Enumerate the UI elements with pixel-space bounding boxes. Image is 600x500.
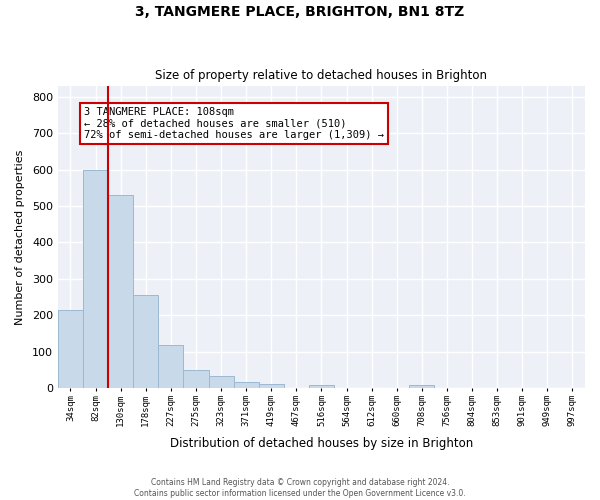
- Bar: [209, 376, 233, 388]
- X-axis label: Distribution of detached houses by size in Brighton: Distribution of detached houses by size …: [170, 437, 473, 450]
- Bar: [58, 310, 83, 388]
- Y-axis label: Number of detached properties: Number of detached properties: [15, 150, 25, 324]
- Text: Contains HM Land Registry data © Crown copyright and database right 2024.
Contai: Contains HM Land Registry data © Crown c…: [134, 478, 466, 498]
- Bar: [233, 382, 259, 388]
- Bar: [309, 385, 334, 388]
- Bar: [259, 384, 284, 388]
- Text: 3 TANGMERE PLACE: 108sqm
← 28% of detached houses are smaller (510)
72% of semi-: 3 TANGMERE PLACE: 108sqm ← 28% of detach…: [84, 107, 384, 140]
- Text: 3, TANGMERE PLACE, BRIGHTON, BN1 8TZ: 3, TANGMERE PLACE, BRIGHTON, BN1 8TZ: [136, 5, 464, 19]
- Bar: [409, 385, 434, 388]
- Bar: [133, 296, 158, 388]
- Title: Size of property relative to detached houses in Brighton: Size of property relative to detached ho…: [155, 69, 487, 82]
- Bar: [83, 170, 108, 388]
- Bar: [108, 195, 133, 388]
- Bar: [158, 346, 184, 388]
- Bar: [184, 370, 209, 388]
